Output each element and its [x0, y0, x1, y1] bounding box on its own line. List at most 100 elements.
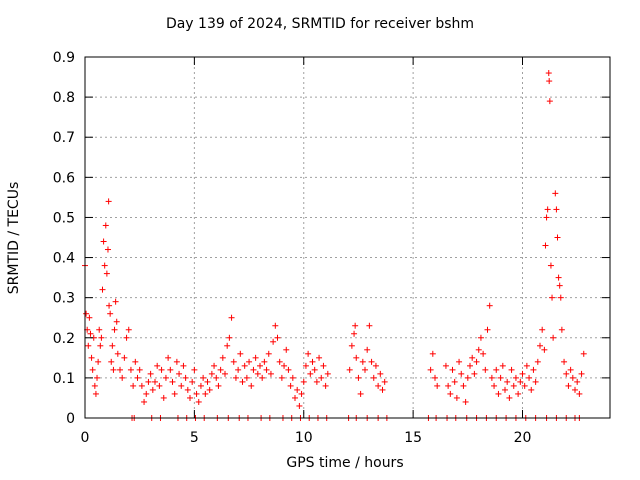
data-point — [171, 390, 178, 397]
data-point — [136, 366, 143, 373]
data-point — [372, 362, 379, 369]
data-point — [357, 390, 364, 397]
data-point — [134, 374, 141, 381]
data-point — [484, 326, 491, 333]
data-point — [184, 386, 191, 393]
y-tick-label: 0.6 — [53, 170, 75, 186]
data-point — [123, 334, 130, 341]
data-point — [112, 298, 119, 305]
data-point — [510, 382, 517, 389]
data-point — [270, 338, 277, 345]
data-point — [534, 358, 541, 365]
data-point — [147, 370, 154, 377]
data-point — [103, 270, 110, 277]
data-point — [287, 382, 294, 389]
data-point — [351, 330, 358, 337]
data-point — [222, 370, 228, 377]
data-point — [119, 374, 126, 381]
data-point — [322, 382, 329, 389]
data-point — [204, 378, 211, 385]
data-point — [530, 366, 537, 373]
data-point — [578, 370, 585, 377]
data-point — [497, 374, 504, 381]
data-point — [125, 326, 132, 333]
data-point — [160, 394, 167, 401]
data-point — [528, 386, 535, 393]
data-point — [352, 322, 359, 329]
data-point — [377, 370, 384, 377]
data-point — [96, 326, 103, 333]
data-point — [117, 366, 123, 373]
data-point — [106, 302, 113, 309]
data-point — [324, 370, 331, 377]
data-point — [98, 334, 105, 341]
chart-title: Day 139 of 2024, SRMTID for receiver bsh… — [165, 16, 475, 32]
data-point — [368, 358, 375, 365]
data-point — [537, 342, 543, 349]
data-point — [281, 362, 288, 369]
data-point — [224, 342, 231, 349]
y-tick-label: 0.5 — [53, 210, 75, 226]
data-point — [311, 366, 318, 373]
data-point — [89, 366, 96, 373]
data-point — [364, 346, 371, 353]
x-tick-label: 15 — [404, 430, 422, 446]
axis-ticks: 0 0.1 0.2 0.3 0.4 0.5 0.6 0.7 0.8 0.9 0 5 10 15 20 — [53, 50, 610, 446]
data-point — [313, 378, 320, 385]
data-point — [250, 366, 257, 373]
data-point — [228, 314, 235, 321]
data-point — [208, 370, 215, 377]
data-point — [353, 354, 360, 361]
data-point — [246, 358, 253, 365]
data-point — [565, 382, 572, 389]
data-point — [243, 374, 250, 381]
data-point — [300, 378, 307, 385]
data-point — [100, 238, 107, 245]
data-point — [261, 358, 268, 365]
data-point — [189, 378, 196, 385]
data-point — [259, 374, 266, 381]
data-point — [109, 342, 116, 349]
data-point — [107, 310, 114, 317]
y-tick-label: 0.9 — [53, 50, 75, 66]
data-point — [86, 314, 93, 321]
x-tick-label: 10 — [295, 430, 313, 446]
data-point — [167, 366, 174, 373]
data-point — [515, 390, 522, 397]
data-point — [519, 370, 526, 377]
data-point — [574, 378, 581, 385]
data-point — [517, 378, 524, 385]
data-point — [85, 342, 92, 349]
data-point — [294, 386, 301, 393]
x-tick-label: 20 — [514, 430, 532, 446]
x-tick-label: 0 — [81, 430, 90, 446]
data-point — [555, 274, 562, 281]
data-point — [99, 286, 106, 293]
data-point — [473, 358, 480, 365]
data-point — [197, 382, 204, 389]
data-point — [296, 402, 303, 409]
data-point — [553, 206, 560, 213]
data-point — [429, 350, 436, 357]
data-point — [278, 374, 285, 381]
data-point — [526, 374, 533, 381]
x-tick-label: 5 — [190, 430, 199, 446]
data-point — [486, 302, 493, 309]
data-point — [152, 378, 158, 385]
data-point — [495, 390, 502, 397]
data-point — [477, 334, 484, 341]
y-tick-label: 0.4 — [53, 251, 75, 267]
data-point — [91, 382, 98, 389]
data-point — [88, 354, 95, 361]
data-point — [265, 350, 272, 357]
data-point — [316, 354, 323, 361]
data-point — [539, 326, 546, 333]
data-point — [521, 382, 528, 389]
data-point — [132, 358, 139, 365]
data-point — [456, 358, 463, 365]
data-point — [127, 366, 134, 373]
data-point — [580, 350, 587, 357]
data-point — [370, 374, 377, 381]
data-point — [276, 358, 283, 365]
data-point — [83, 310, 90, 317]
